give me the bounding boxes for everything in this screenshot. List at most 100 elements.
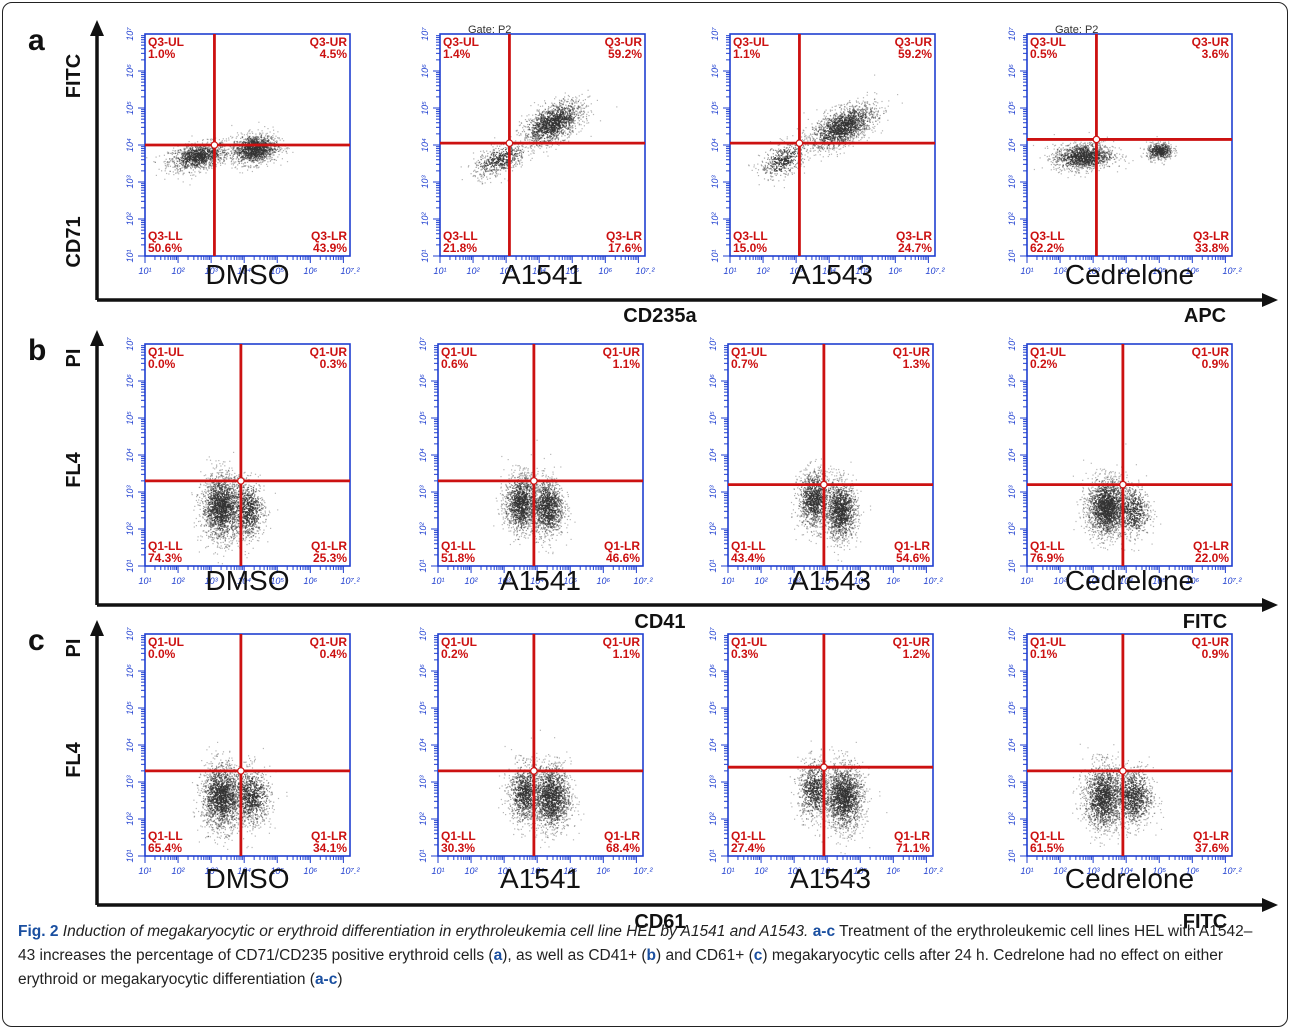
scatter-point [199, 150, 201, 152]
scatter-point [192, 154, 194, 156]
scatter-point [257, 147, 259, 149]
scatter-point [524, 125, 526, 128]
scatter-point [245, 165, 247, 167]
scatter-point [241, 162, 243, 164]
scatter-point [558, 108, 560, 110]
scatter-point [784, 161, 786, 163]
scatter-point [197, 163, 199, 165]
scatter-point [242, 163, 245, 165]
scatter-point [219, 148, 221, 150]
scatter-point [196, 152, 198, 154]
scatter-point [238, 158, 240, 160]
scatter-point [243, 165, 245, 167]
scatter-point [502, 156, 504, 158]
y-axis-arrowhead [90, 20, 104, 36]
scatter-point [183, 168, 186, 170]
scatter-point [241, 156, 243, 158]
scatter-point [208, 158, 210, 160]
scatter-point [182, 156, 184, 158]
scatter-point [561, 126, 563, 128]
scatter-point [502, 149, 504, 151]
scatter-point [578, 114, 580, 116]
scatter-point [495, 171, 498, 173]
scatter-point [223, 151, 225, 153]
scatter-point [553, 104, 555, 107]
scatter-point [195, 161, 197, 163]
scatter-point [272, 154, 274, 156]
scatter-point [195, 157, 197, 159]
scatter-point [201, 147, 203, 149]
scatter-point [205, 161, 207, 163]
scatter-point [590, 110, 592, 112]
scatter-point [232, 155, 234, 157]
scatter-point [553, 132, 556, 134]
scatter-point [599, 120, 602, 122]
scatter-point [203, 168, 205, 170]
scatter-point [544, 100, 546, 102]
scatter-point [258, 166, 260, 168]
scatter-point [774, 158, 776, 160]
scatter-point [482, 150, 484, 152]
scatter-point [197, 166, 199, 168]
scatter-point [210, 158, 212, 160]
scatter-point [179, 170, 181, 173]
scatter-point [577, 108, 579, 110]
scatter-point [229, 146, 231, 148]
scatter-point [196, 151, 198, 153]
scatter-point [163, 161, 165, 163]
scatter-point [521, 148, 524, 150]
scatter-point [218, 148, 220, 150]
scatter-point [486, 150, 488, 152]
scatter-point [241, 147, 243, 149]
scatter-point [781, 167, 783, 169]
scatter-point [763, 178, 766, 180]
scatter-point [552, 127, 554, 129]
scatter-point [187, 151, 189, 153]
scatter-point [561, 123, 563, 125]
scatter-point [177, 154, 179, 156]
scatter-point [270, 148, 272, 150]
scatter-point [260, 159, 262, 161]
scatter-point [531, 145, 533, 147]
scatter-point [211, 156, 214, 158]
scatter-point [551, 113, 554, 115]
scatter-point [169, 158, 171, 160]
scatter-point [194, 151, 196, 153]
scatter-point [561, 112, 564, 114]
scatter-point [206, 147, 208, 149]
scatter-point [264, 126, 266, 128]
scatter-point [262, 156, 264, 158]
scatter-point [166, 161, 168, 164]
scatter-point [164, 160, 166, 162]
scatter-point [566, 112, 568, 114]
scatter-point [219, 154, 221, 156]
scatter-point [171, 152, 174, 154]
scatter-point [189, 184, 191, 186]
scatter-point [524, 119, 527, 121]
scatter-point [222, 151, 224, 153]
scatter-point [564, 100, 566, 102]
scatter-point [461, 179, 463, 181]
scatter-point [505, 159, 507, 161]
scatter-point [776, 155, 778, 157]
scatter-point [486, 164, 488, 167]
scatter-point [492, 149, 494, 151]
scatter-point [483, 166, 486, 168]
scatter-point [532, 124, 534, 127]
scatter-point [217, 151, 219, 153]
scatter-point [273, 151, 275, 153]
scatter-point [556, 127, 558, 129]
scatter-point [252, 150, 254, 152]
scatter-point [180, 149, 182, 152]
scatter-point [572, 125, 574, 127]
scatter-point [527, 123, 529, 126]
scatter-point [233, 146, 235, 148]
scatter-point [561, 118, 564, 120]
scatter-point [538, 118, 540, 120]
scatter-point [265, 133, 267, 135]
scatter-point [207, 148, 209, 151]
scatter-point [480, 150, 482, 152]
scatter-point [811, 136, 813, 138]
scatter-point [783, 179, 785, 181]
scatter-point [186, 147, 188, 149]
